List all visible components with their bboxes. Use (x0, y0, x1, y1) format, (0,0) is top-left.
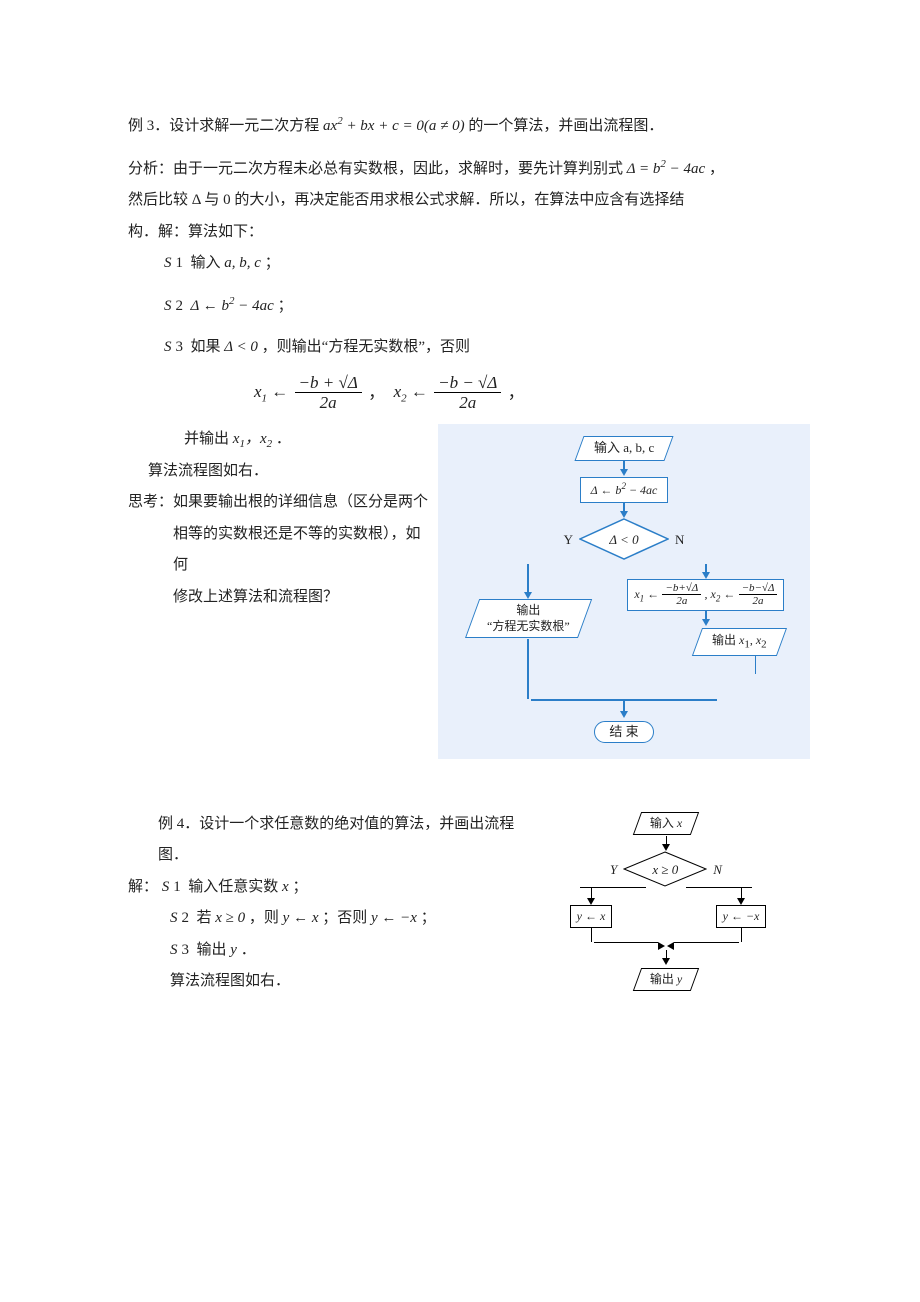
ex3-think-line3: 修改上述算法和流程图？ (173, 582, 428, 614)
s2-text: Δ ← b2 − 4ac (191, 298, 274, 314)
ex3-discriminant: Δ = b2 − 4ac (627, 161, 705, 177)
s2-end: ； (278, 298, 293, 314)
ex4-title: 例 4．设计一个求任意数的绝对值的算法，并画出流程图． (158, 809, 518, 872)
fc2-input: 输入 x (633, 812, 700, 835)
ex3-analysis-line2: 然后比较 Δ 与 0 的大小，再决定能否用求根公式求解．所以，在算法中应含有选择… (128, 185, 810, 217)
output-vars: x1，x2 (233, 431, 272, 447)
ex3-equation: ax2 + bx + c = 0(a ≠ 0) (323, 118, 465, 134)
ex4-text-col: 例 4．设计一个求任意数的绝对值的算法，并画出流程图． 解： S1 输入任意实数… (128, 809, 518, 998)
x1-den: 2a (320, 393, 337, 412)
fc-input: 输入 a, b, c (574, 436, 673, 461)
ex3-formula: x1 ← −b + √Δ 2a ， x2 ← −b − √Δ 2a ， (254, 374, 810, 414)
ex3-think-line2: 相等的实数根还是不等的实数根），如何 (173, 519, 428, 582)
fc-out-roots: 输出 x1, x2 (692, 628, 787, 656)
ex4-s2: S2 若 x ≥ 0 ，则 y ← x ；否则 y ← −x ； (170, 903, 518, 935)
ex4-two-col: 例 4．设计一个求任意数的绝对值的算法，并画出流程图． 解： S1 输入任意实数… (128, 809, 810, 998)
s3-text-a: 如果 (191, 339, 221, 355)
ex4-caption: 算法流程图如右． (170, 966, 518, 998)
ex4-s3: S3 输出 y ． (170, 935, 518, 967)
output-end: ． (276, 431, 291, 447)
step-label: S (164, 255, 172, 271)
fc2-n: N (713, 856, 722, 883)
ex3-analysis-prefix: 分析：由于一元二次方程未必总有实数根，因此，求解时，要先计算判别式 (128, 161, 623, 177)
ex3-title: 例 3．设计求解一元二次方程 ax2 + bx + c = 0(a ≠ 0) 的… (128, 110, 810, 143)
fc-n-label: N (675, 526, 684, 553)
flowchart-ex4: 输入 x Y x ≥ 0 N (536, 809, 796, 992)
ex4-s1: 解： S1 输入任意实数 x ； (128, 872, 518, 904)
s1-text: 输入 (191, 255, 221, 271)
ex3-steps: S1 输入 a, b, c ； S2 Δ ← b2 − 4ac ； S3 如果 … (164, 248, 810, 414)
ex3-two-col: 并输出 x1，x2 ． 算法流程图如右． 思考：如果要输出根的详细信息（区分是两… (128, 424, 810, 759)
s1-vars: a, b, c (224, 255, 261, 271)
fc-decision-label: Δ < 0 (579, 518, 669, 560)
document-page: 例 3．设计求解一元二次方程 ax2 + bx + c = 0(a ≠ 0) 的… (0, 0, 920, 1302)
ex3-think-line1: 思考：如果要输出根的详细信息（区分是两个 (128, 487, 428, 519)
fc2-output: 输出 y (633, 968, 700, 991)
sol-prefix: 解： (128, 879, 158, 895)
ex3-flowchart-caption: 算法流程图如右． (148, 456, 428, 488)
fc2-assign-neg: y ← −x (716, 905, 767, 928)
fc2-y: Y (610, 856, 617, 883)
fc-decision: Δ < 0 (579, 518, 669, 560)
fc-out-no-root: 输出 “方程无实数根” (464, 599, 591, 638)
ex3-analysis-line3: 构．解：算法如下： (128, 217, 810, 249)
ex3-s1: S1 输入 a, b, c ； (164, 248, 810, 280)
ex3-title-prefix: 例 3．设计求解一元二次方程 (128, 118, 319, 134)
flowchart-ex3: 输入 a, b, c Δ ← b2 − 4ac Y (438, 424, 810, 759)
ex3-analysis-mid: ， (709, 161, 724, 177)
fc-assign-roots: x1 ← −b+√Δ 2a , x2 ← −b−√Δ 2a (627, 579, 784, 611)
ex3-title-suffix: 的一个算法，并画出流程图． (468, 118, 663, 134)
fc-discriminant-step: Δ ← b2 − 4ac (580, 477, 669, 503)
output-line: 并输出 (184, 431, 229, 447)
ex3-analysis-line1: 分析：由于一元二次方程未必总有实数根，因此，求解时，要先计算判别式 Δ = b2… (128, 153, 810, 186)
ex3-s3: S3 如果 Δ < 0 ，则输出“方程无实数根”，否则 (164, 332, 810, 364)
s3-cond: Δ < 0 (224, 339, 258, 355)
ex3-s2: S2 Δ ← b2 − 4ac ； (164, 290, 810, 323)
s1-end: ； (265, 255, 280, 271)
fc2-decision-label: x ≥ 0 (623, 851, 707, 887)
ex3-flowchart-container: 输入 a, b, c Δ ← b2 − 4ac Y (438, 424, 810, 759)
x2-den: 2a (459, 393, 476, 412)
fc2-assign-y: y ← x (570, 905, 613, 928)
ex3-output-line: 并输出 x1，x2 ． (184, 424, 428, 456)
fc-end: 结 束 (594, 721, 653, 744)
step-label: S (164, 298, 172, 314)
fc-y-label: Y (564, 526, 573, 553)
ex3-left-col: 并输出 x1，x2 ． 算法流程图如右． 思考：如果要输出根的详细信息（区分是两… (128, 424, 428, 614)
s3-text-b: ，则输出“方程无实数根”，否则 (262, 339, 470, 355)
x2-num: −b − √Δ (438, 373, 497, 392)
x1-num: −b + √Δ (299, 373, 358, 392)
step-label: S (164, 339, 172, 355)
fc2-decision: x ≥ 0 (623, 851, 707, 887)
